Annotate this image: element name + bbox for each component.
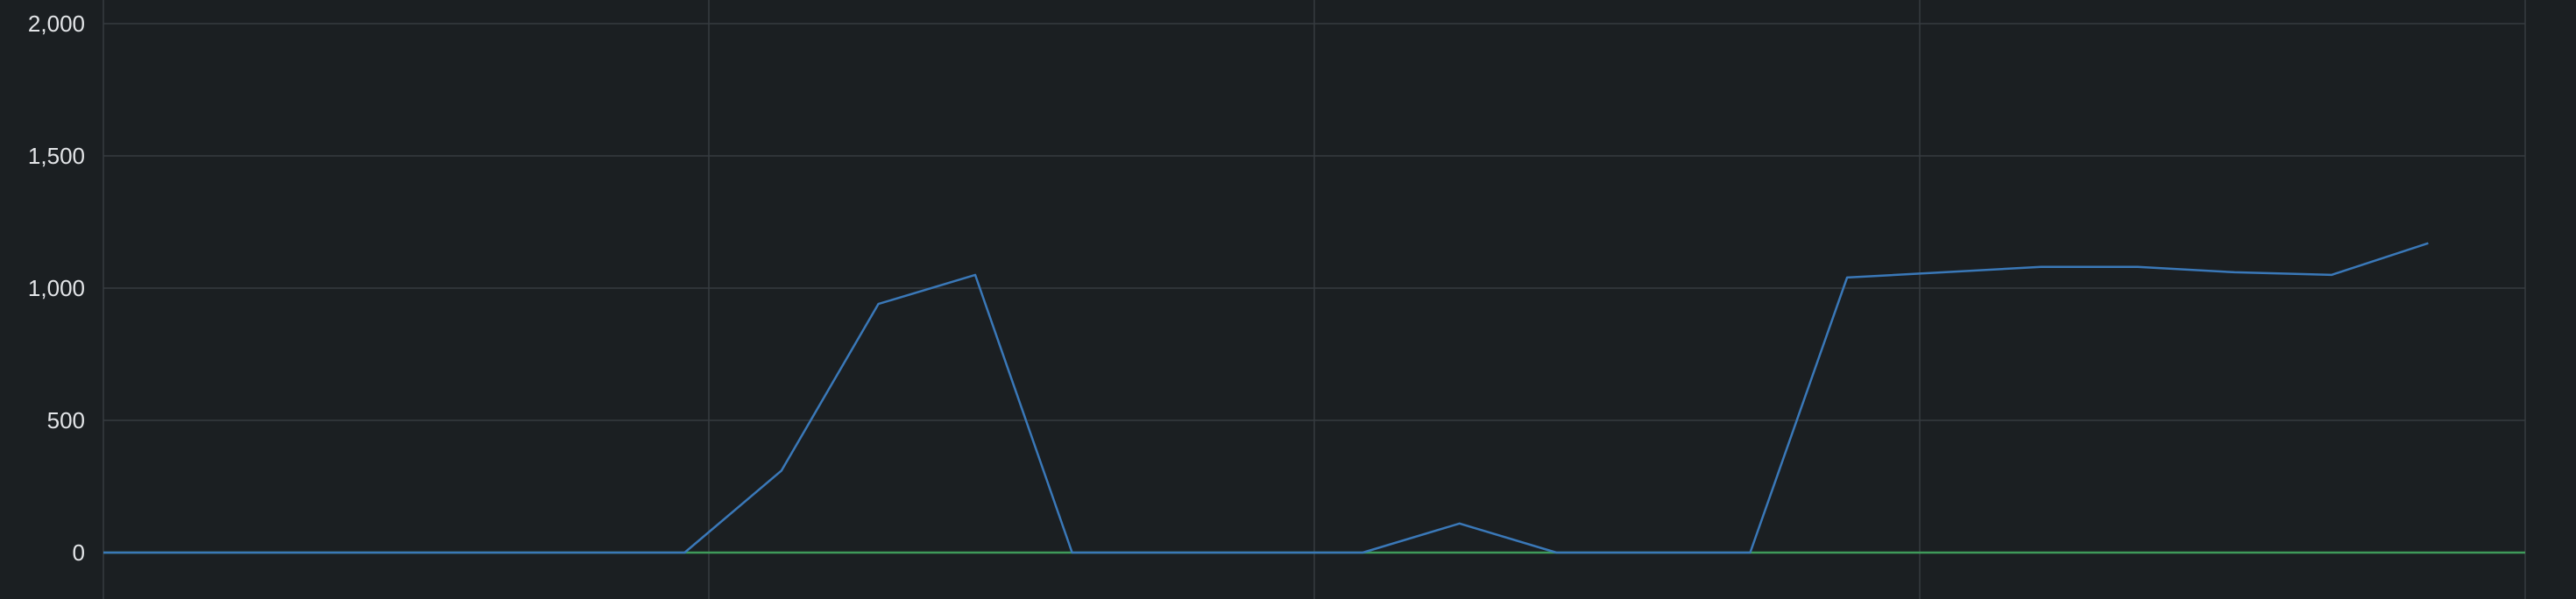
y-tick-label: 0 <box>73 539 85 566</box>
series-line-0 <box>103 242 2429 554</box>
y-axis-ticks: 0 500 1,000 1,500 2,000 <box>28 11 85 566</box>
grid-lines <box>103 0 2526 599</box>
y-tick-label: 1,500 <box>28 143 85 169</box>
y-tick-label: 500 <box>47 407 85 433</box>
series-lines <box>103 242 2525 554</box>
y-tick-label: 2,000 <box>28 11 85 37</box>
y-tick-label: 1,000 <box>28 275 85 301</box>
